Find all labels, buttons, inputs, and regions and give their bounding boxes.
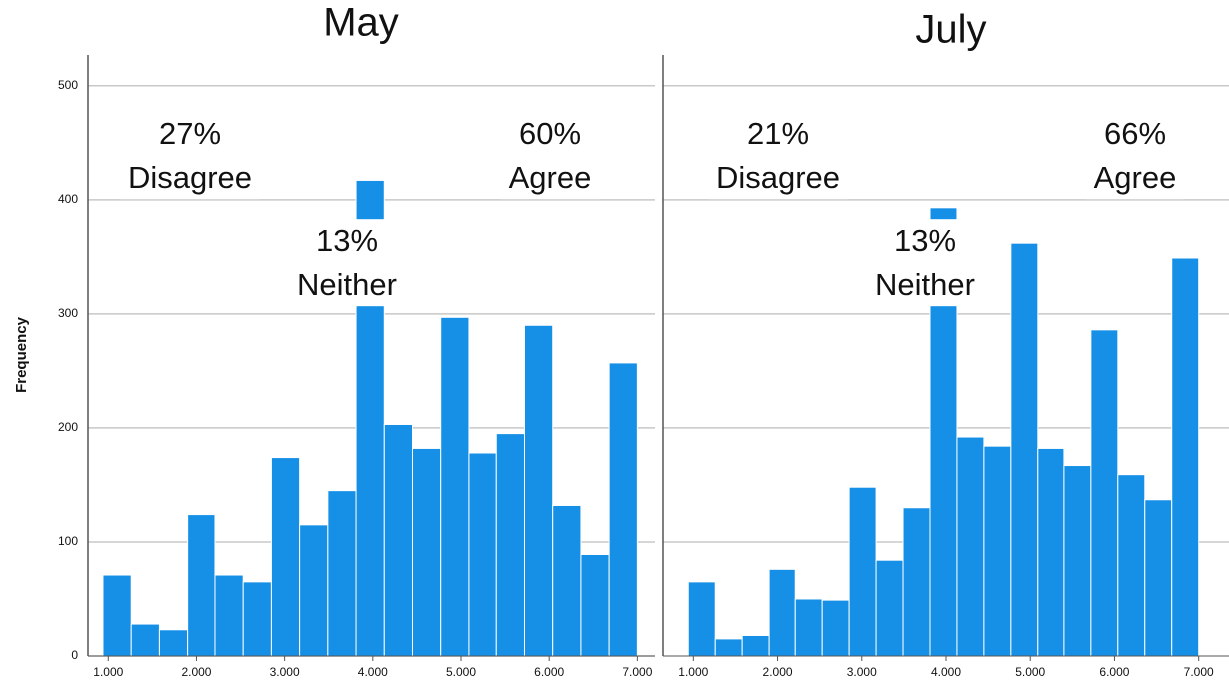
x-tick-label: 6.000 xyxy=(534,665,564,679)
x-tick-label: 5.000 xyxy=(1015,665,1045,679)
annotation: 27% Disagree xyxy=(119,112,261,200)
y-tick-label: 0 xyxy=(71,648,78,662)
x-tick-label: 2.000 xyxy=(763,665,793,679)
y-tick-label: 500 xyxy=(58,78,78,92)
bar xyxy=(158,629,189,657)
chart-title: May xyxy=(323,1,399,45)
annotation-text: Disagree xyxy=(128,160,252,195)
annotation: 13% Neither xyxy=(867,219,983,307)
x-tick-label: 1.000 xyxy=(678,665,708,679)
annotation-text: Disagree xyxy=(716,160,840,195)
bar xyxy=(214,574,244,657)
bar xyxy=(440,316,470,657)
bar xyxy=(1144,499,1173,657)
y-tick-label: 300 xyxy=(58,306,78,320)
annotation-text: Agree xyxy=(1094,160,1177,195)
bar xyxy=(741,634,770,657)
annotation-bg xyxy=(707,112,849,200)
bar xyxy=(902,507,931,657)
bar xyxy=(552,504,582,657)
y-axis-label: Frequency xyxy=(13,316,30,393)
annotation-text: Neither xyxy=(875,267,975,302)
bar xyxy=(102,574,132,657)
bar xyxy=(187,514,216,657)
bar xyxy=(299,524,329,657)
bar xyxy=(848,486,877,657)
bar xyxy=(1063,465,1092,657)
bar xyxy=(270,457,301,657)
annotation-text: Agree xyxy=(509,160,592,195)
x-tick-label: 4.000 xyxy=(358,665,388,679)
annotation-text: 13% xyxy=(316,223,378,258)
x-tick-label: 7.000 xyxy=(622,665,652,679)
x-tick-label: 7.000 xyxy=(1184,665,1214,679)
bar xyxy=(468,452,497,657)
annotation-bg xyxy=(289,219,405,307)
y-tick-label: 100 xyxy=(58,534,78,548)
annotation: 60% Agree xyxy=(500,112,600,200)
bar xyxy=(412,447,442,657)
bar xyxy=(580,554,610,657)
y-tick-label: 200 xyxy=(58,420,78,434)
bar xyxy=(327,490,357,657)
x-tick-label: 6.000 xyxy=(1099,665,1129,679)
x-tick-label: 3.000 xyxy=(847,665,877,679)
annotation-text: 27% xyxy=(159,116,221,151)
annotation-bg xyxy=(119,112,261,200)
x-tick-label: 1.000 xyxy=(93,665,123,679)
x-tick-label: 2.000 xyxy=(181,665,211,679)
annotation: 66% Agree xyxy=(1085,112,1185,200)
bar xyxy=(1171,257,1200,657)
bar xyxy=(983,445,1012,657)
bar xyxy=(1037,447,1065,657)
bar xyxy=(1010,242,1039,657)
bar xyxy=(768,568,796,657)
bar xyxy=(1090,329,1119,657)
annotation-bg xyxy=(867,219,983,307)
annotation: 21% Disagree xyxy=(707,112,849,200)
x-tick-label: 4.000 xyxy=(931,665,961,679)
annotation-bg xyxy=(500,112,600,200)
bar xyxy=(242,581,272,657)
annotation-text: 13% xyxy=(894,223,956,258)
annotation-text: 21% xyxy=(747,116,809,151)
bar xyxy=(956,436,985,657)
bar xyxy=(794,598,823,657)
bar xyxy=(383,423,414,657)
bar xyxy=(523,324,554,657)
bar xyxy=(821,599,850,657)
annotation-text: 60% xyxy=(519,116,581,151)
bar xyxy=(130,623,160,657)
bar xyxy=(687,581,716,657)
bar xyxy=(1117,474,1146,657)
bar xyxy=(875,559,904,657)
x-tick-label: 3.000 xyxy=(270,665,300,679)
bar xyxy=(608,362,638,657)
annotation-text: 66% xyxy=(1104,116,1166,151)
chart-title: July xyxy=(915,8,986,52)
x-tick-label: 5.000 xyxy=(446,665,476,679)
annotation: 13% Neither xyxy=(289,219,405,307)
bar xyxy=(714,638,743,657)
annotation-bg xyxy=(1085,112,1185,200)
y-tick-label: 400 xyxy=(58,192,78,206)
annotation-text: Neither xyxy=(297,267,397,302)
bar xyxy=(495,433,525,657)
